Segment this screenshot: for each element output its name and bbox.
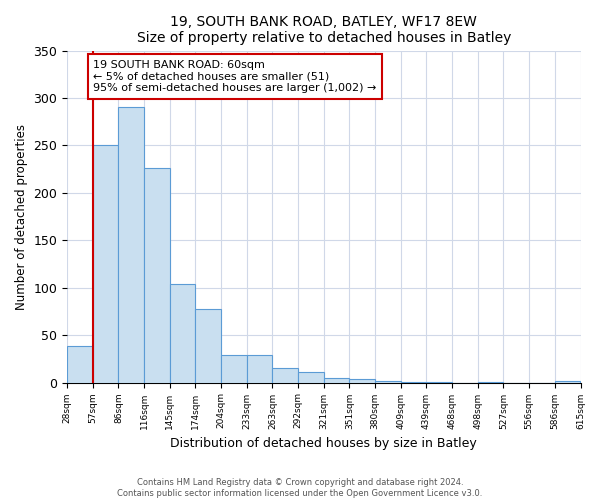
Bar: [375, 380, 401, 382]
Bar: [221, 355, 247, 382]
Bar: [67, 346, 93, 383]
Bar: [118, 106, 144, 382]
Text: Contains HM Land Registry data © Crown copyright and database right 2024.
Contai: Contains HM Land Registry data © Crown c…: [118, 478, 482, 498]
Bar: [349, 379, 375, 382]
Bar: [555, 380, 580, 382]
Bar: [324, 378, 349, 382]
Bar: [170, 284, 196, 382]
Bar: [196, 308, 221, 382]
Bar: [93, 146, 118, 382]
Bar: [272, 368, 298, 382]
X-axis label: Distribution of detached houses by size in Batley: Distribution of detached houses by size …: [170, 437, 477, 450]
Bar: [144, 168, 170, 382]
Bar: [247, 355, 272, 382]
Title: 19, SOUTH BANK ROAD, BATLEY, WF17 8EW
Size of property relative to detached hous: 19, SOUTH BANK ROAD, BATLEY, WF17 8EW Si…: [137, 15, 511, 45]
Text: 19 SOUTH BANK ROAD: 60sqm
← 5% of detached houses are smaller (51)
95% of semi-d: 19 SOUTH BANK ROAD: 60sqm ← 5% of detach…: [94, 60, 377, 93]
Bar: [298, 372, 324, 382]
Y-axis label: Number of detached properties: Number of detached properties: [15, 124, 28, 310]
